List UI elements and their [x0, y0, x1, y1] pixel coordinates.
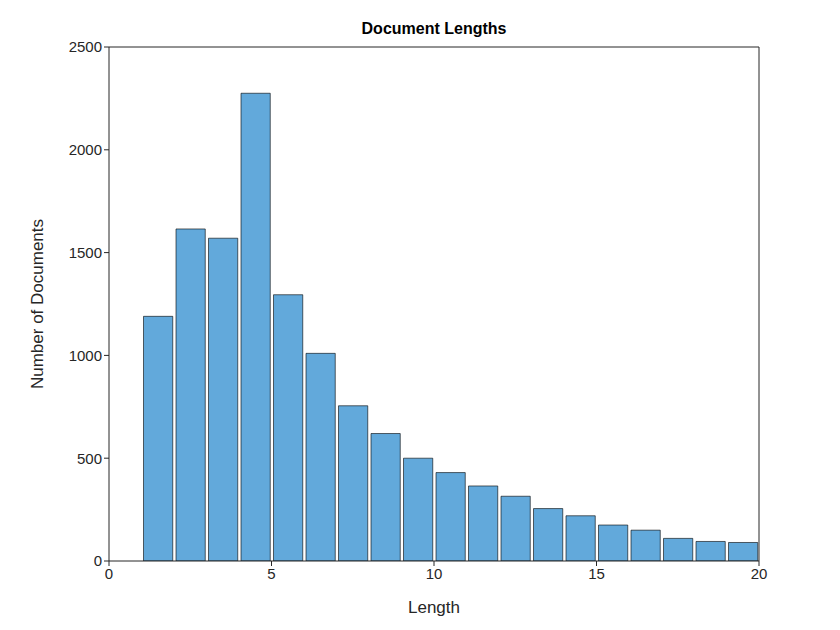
svg-text:0: 0: [105, 565, 113, 582]
html-text:Document Lengths: Document Lengths: [361, 20, 507, 37]
svg-text:10: 10: [426, 565, 443, 582]
svg-text:5: 5: [267, 565, 275, 582]
svg-text:15: 15: [588, 565, 605, 582]
svg-text:Length: Length: [408, 598, 460, 617]
svg-text:2000: 2000: [69, 141, 102, 158]
svg-text:Number of Documents: Number of Documents: [28, 219, 47, 389]
svg-text:1500: 1500: [69, 244, 102, 261]
svg-text:20: 20: [751, 565, 768, 582]
svg-text:1000: 1000: [69, 347, 102, 364]
svg-text:0: 0: [94, 552, 102, 569]
svg-text:2500: 2500: [69, 38, 102, 55]
svg-text:500: 500: [77, 450, 102, 467]
